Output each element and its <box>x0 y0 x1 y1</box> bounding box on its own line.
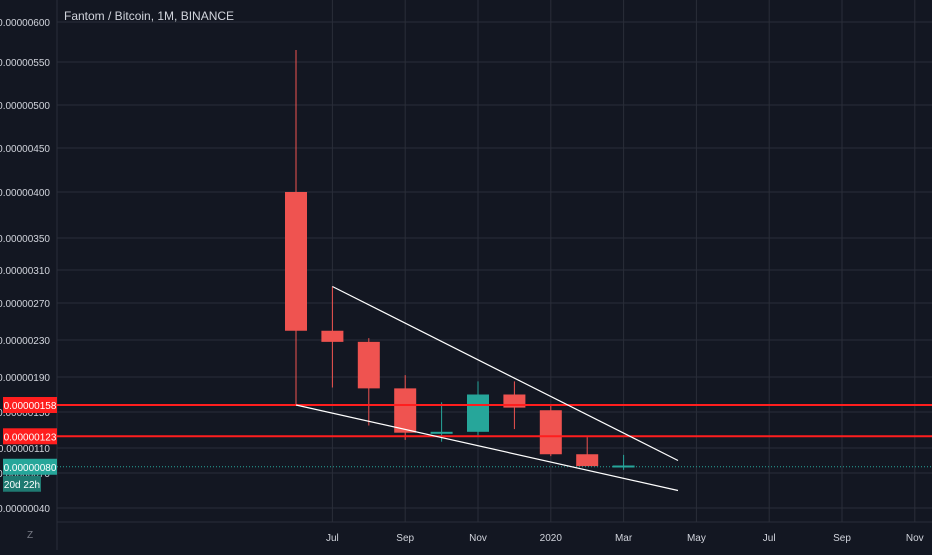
horizontal-levels[interactable] <box>57 404 932 468</box>
x-tick-label: Sep <box>833 533 851 544</box>
x-tick-label: Nov <box>906 533 924 544</box>
y-tick-label: 0.00000350 <box>0 234 50 245</box>
trend-lines[interactable] <box>295 285 679 492</box>
x-tick-label: Nov <box>469 533 487 544</box>
y-tick-label: 0.00000190 <box>0 373 50 384</box>
y-tick-label: 0.00000270 <box>0 299 50 310</box>
countdown-label: 20d 22h <box>4 480 40 491</box>
price-labels: 0.00000158 0.00000123 0.00000080 20d 22h <box>3 397 57 492</box>
level-label-bg <box>3 397 57 413</box>
y-tick-label: 0.00000450 <box>0 144 50 155</box>
y-tick-label: 0.00000400 <box>0 188 50 199</box>
candle-body <box>576 454 599 467</box>
candle-body <box>467 394 489 432</box>
x-tick-label: May <box>687 533 706 544</box>
y-tick-label: 0.00000230 <box>0 336 50 347</box>
level-label: 0.00000158 <box>4 401 57 412</box>
x-tick-label: Sep <box>396 533 414 544</box>
y-tick-label: 0.00000110 <box>0 444 50 455</box>
level-label: 0.00000123 <box>4 432 57 443</box>
trend-line-lower[interactable] <box>295 404 679 492</box>
y-tick-label: 0.00000150 <box>0 408 50 419</box>
x-tick-label: 2020 <box>540 533 563 544</box>
last-price-label: 0.00000080 <box>4 463 57 474</box>
candle-body <box>357 341 380 389</box>
y-tick-label: 0.00000600 <box>0 18 50 29</box>
x-axis-ticks[interactable]: Jul Sep Nov 2020 Mar May Jul Sep Nov <box>326 533 924 544</box>
trend-line-upper[interactable] <box>332 285 679 462</box>
x-tick-label: Mar <box>615 533 633 544</box>
candle-body <box>285 192 307 331</box>
level-label-bg <box>3 428 57 445</box>
last-price-label-bg <box>3 458 57 475</box>
countdown-label-bg <box>3 475 41 492</box>
x-tick-label: Jul <box>763 533 776 544</box>
candle-body <box>394 388 417 433</box>
y-tick-label: 0.00000500 <box>0 101 50 112</box>
x-tick-label: Jul <box>326 533 339 544</box>
candles <box>285 50 635 470</box>
chart-title: Fantom / Bitcoin, 1M, BINANCE <box>64 9 235 23</box>
candle-body <box>539 410 562 455</box>
timezone-button[interactable]: Z <box>26 530 34 541</box>
candle-body <box>612 465 635 468</box>
grid <box>57 0 932 522</box>
candle-body <box>430 431 453 434</box>
candle-body <box>321 330 344 342</box>
y-tick-label: 0.00000550 <box>0 58 50 69</box>
y-tick-label: 0.00000310 <box>0 266 50 277</box>
y-tick-label: 0.00000040 <box>0 504 50 515</box>
